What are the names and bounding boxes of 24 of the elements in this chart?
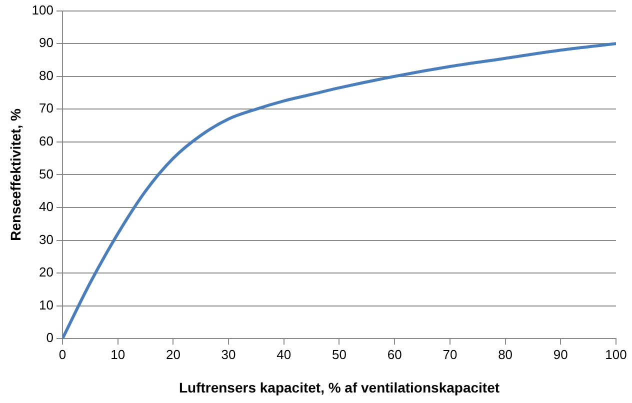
x-tick-label: 80 [498,346,513,362]
y-tick-label: 30 [39,232,54,247]
x-tick-label: 50 [332,346,346,362]
y-tick-label: 100 [32,2,54,18]
y-tick-label: 50 [39,166,54,182]
x-tick-label: 30 [221,346,236,362]
y-tick-label: 80 [39,68,54,83]
y-tick-label: 60 [39,134,54,148]
x-tick-label: 0 [58,346,66,362]
x-tick-label: 90 [553,346,568,362]
x-tick-label: 100 [605,346,627,362]
x-tick-label: 10 [110,346,126,362]
x-tick-label: 40 [276,346,292,362]
y-tick-label: 10 [39,297,54,312]
y-axis-title: Renseeffektivitet, % [7,108,24,241]
x-axis-title: Luftrensers kapacitet, % af ventilationskapacitet [178,379,500,396]
y-tick-label: 70 [39,100,54,116]
x-tick-label: 60 [387,346,402,362]
x-tick-label: 20 [166,346,180,362]
y-tick-label: 40 [39,199,54,214]
y-tick-label: 20 [39,264,54,280]
y-tick-label: 90 [39,35,54,50]
x-tick-label: 70 [442,346,458,362]
y-tick-label: 0 [46,330,54,346]
